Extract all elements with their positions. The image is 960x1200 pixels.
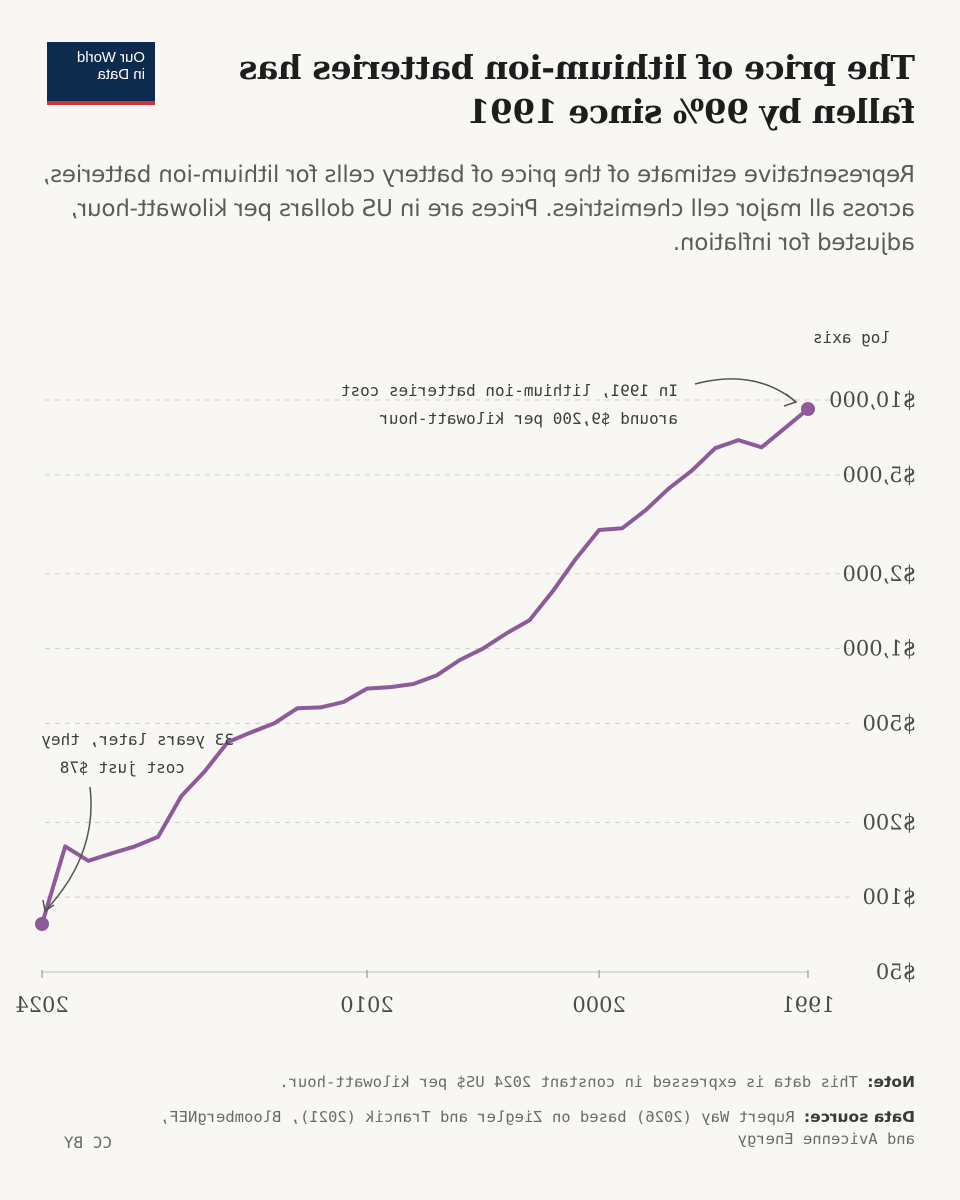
- x-tick-label: 2000: [572, 993, 625, 1017]
- gridlines: [42, 399, 850, 973]
- data-source: Data source: Rupert Way (2026) based on …: [155, 1106, 915, 1150]
- log-axis-label: log axis: [813, 328, 890, 347]
- source-label: Data source:: [803, 1108, 915, 1126]
- y-tick-label: $1,000: [843, 637, 916, 661]
- note-text: This data is expressed in constant 2024 …: [279, 1073, 858, 1091]
- y-tick-label: $5,000: [843, 463, 916, 487]
- footer-note: Note: This data is expressed in constant…: [155, 1072, 915, 1093]
- source-text: Rupert Way (2026) based on Ziegler and T…: [160, 1108, 915, 1148]
- annotation-arrow-start: [694, 378, 797, 403]
- x-tick-label: 1991: [781, 993, 834, 1017]
- series-endpoint: [35, 916, 49, 931]
- series-points: [35, 402, 815, 931]
- annotation-end-line-2: cost just $78: [60, 758, 185, 777]
- license-link[interactable]: CC BY: [63, 1133, 112, 1152]
- annotation-start-line-1: In 1991, lithium-ion batteries cost: [341, 381, 678, 400]
- y-tick-label: $50: [876, 960, 916, 984]
- y-tick-label: $200: [863, 810, 916, 834]
- y-tick-label: $500: [863, 711, 916, 735]
- y-axis-ticks: $10,000 $5,000 $2,000 $1,000 $500 $200 $100 $50: [829, 388, 916, 984]
- annotation-start-line-2: around $9,200 per kilowatt-hour: [379, 409, 678, 428]
- y-tick-label: $2,000: [843, 562, 916, 586]
- series-line-price: [40, 407, 810, 926]
- x-axis-ticks: 1991 2000 2010 2024: [15, 970, 835, 1017]
- x-tick-label: 2024: [15, 993, 68, 1017]
- y-tick-label: $100: [863, 885, 916, 909]
- annotation-end-line-1: 33 years later, they: [41, 730, 234, 749]
- note-label: Note:: [867, 1073, 915, 1091]
- annotation-arrowhead-end: [42, 899, 55, 913]
- x-tick-label: 2010: [340, 993, 393, 1017]
- annotation-arrowhead-start: [783, 393, 798, 407]
- series-endpoint: [801, 402, 815, 417]
- y-tick-label: $10,000: [829, 388, 916, 412]
- annotation-arrow-end: [44, 786, 92, 912]
